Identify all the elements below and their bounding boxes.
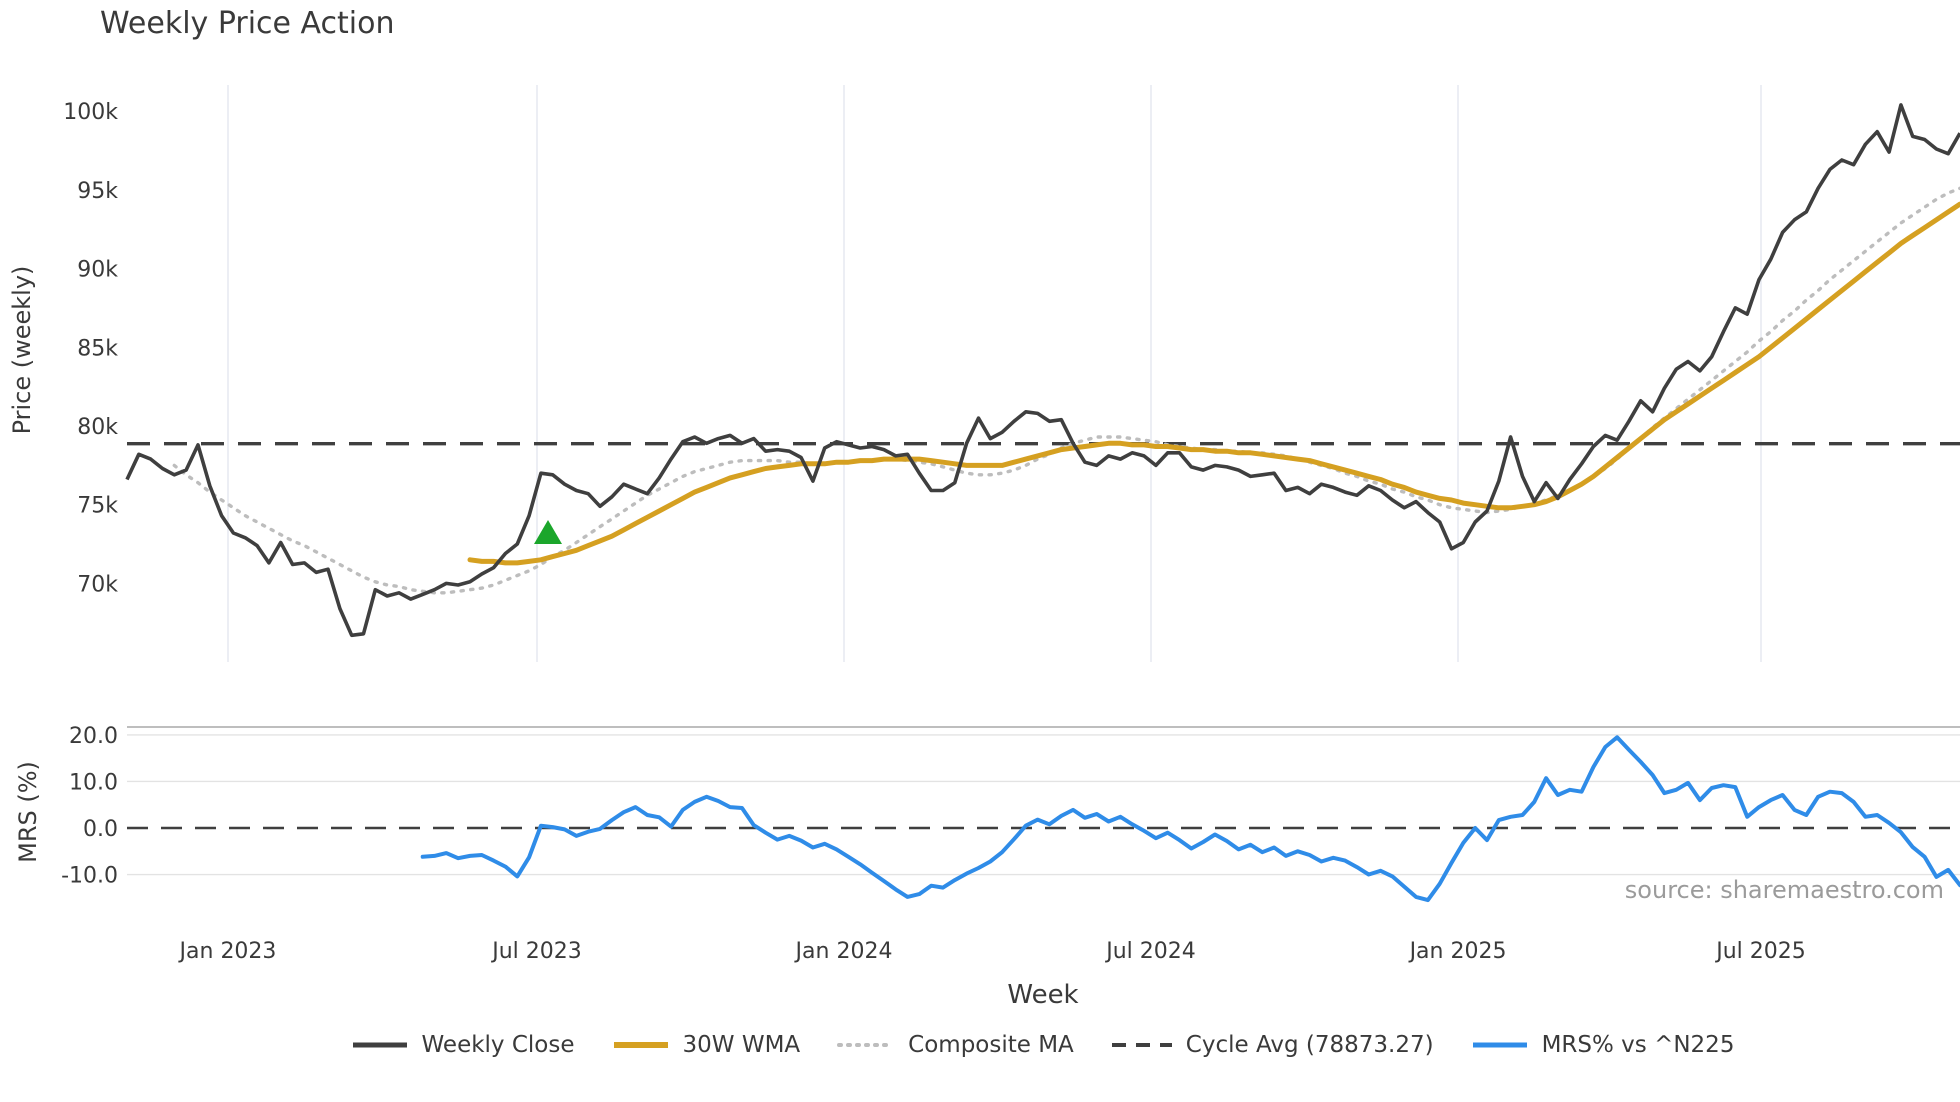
price-ytick-label: 70k bbox=[77, 572, 118, 597]
legend-item-composite-ma: Composite MA bbox=[836, 1032, 1074, 1058]
chart-title: Weekly Price Action bbox=[100, 6, 395, 41]
x-tick-label: Jan 2025 bbox=[1408, 939, 1507, 964]
x-tick-label: Jul 2023 bbox=[490, 939, 582, 964]
mrs-ytick-label: -10.0 bbox=[61, 864, 118, 889]
x-tick-label: Jul 2024 bbox=[1104, 939, 1196, 964]
legend-item-weekly-close: Weekly Close bbox=[350, 1032, 575, 1058]
price-ytick-label: 80k bbox=[77, 415, 118, 440]
weekly-close-line-icon bbox=[352, 1042, 407, 1048]
price-axis-label: Price (weekly) bbox=[8, 265, 36, 435]
composite-ma-dotted-line-icon bbox=[837, 1043, 896, 1047]
legend-item-mrs: MRS% vs ^N225 bbox=[1470, 1032, 1735, 1058]
buy-signal-triangle-icon bbox=[534, 520, 563, 545]
legend-item-cycle-avg: Cycle Avg (78873.27) bbox=[1110, 1032, 1434, 1058]
legend-label-cycle-avg: Cycle Avg (78873.27) bbox=[1185, 1032, 1434, 1058]
legend-label-mrs: MRS% vs ^N225 bbox=[1541, 1032, 1735, 1058]
composite-ma-line bbox=[172, 186, 1960, 595]
source-credit: source: sharemaestro.com bbox=[1624, 876, 1944, 904]
wma-line-icon bbox=[613, 1042, 668, 1048]
legend-label-30w-wma: 30W WMA bbox=[682, 1032, 801, 1058]
mrs-axis-label: MRS (%) bbox=[14, 761, 42, 863]
axis-tick-labels: 100k 95k 90k 85k 80k 75k 70k 20.0 10.0 0.0 -10.0 Ja… bbox=[61, 100, 1806, 964]
gridlines bbox=[127, 85, 1960, 876]
cycle-avg-dashed-line-icon bbox=[1111, 1043, 1172, 1047]
price-ytick-label: 90k bbox=[77, 258, 118, 283]
mrs-ytick-label: 0.0 bbox=[83, 817, 118, 842]
price-ytick-label: 95k bbox=[77, 179, 118, 204]
price-panel bbox=[125, 103, 1960, 638]
x-tick-label: Jan 2024 bbox=[794, 939, 893, 964]
legend-item-30w-wma: 30W WMA bbox=[611, 1032, 801, 1058]
mrs-line-icon bbox=[1472, 1042, 1527, 1048]
x-tick-label: Jul 2025 bbox=[1714, 939, 1806, 964]
legend-label-composite-ma: Composite MA bbox=[908, 1032, 1074, 1058]
legend-label-weekly-close: Weekly Close bbox=[421, 1032, 575, 1058]
weekly-close-line bbox=[125, 103, 1960, 638]
legend: Weekly Close 30W WMA Composite MA Cycle … bbox=[62, 1032, 1960, 1058]
price-ytick-label: 85k bbox=[77, 336, 118, 361]
mrs-line bbox=[420, 735, 1960, 903]
x-tick-label: Jan 2023 bbox=[178, 939, 277, 964]
mrs-ytick-label: 10.0 bbox=[69, 770, 118, 795]
wma-30w-line bbox=[467, 201, 1960, 566]
mrs-panel bbox=[127, 735, 1960, 903]
price-ytick-label: 100k bbox=[63, 100, 118, 125]
price-ytick-label: 75k bbox=[77, 494, 118, 519]
x-axis-label: Week bbox=[1007, 980, 1079, 1010]
mrs-ytick-label: 20.0 bbox=[69, 724, 118, 749]
